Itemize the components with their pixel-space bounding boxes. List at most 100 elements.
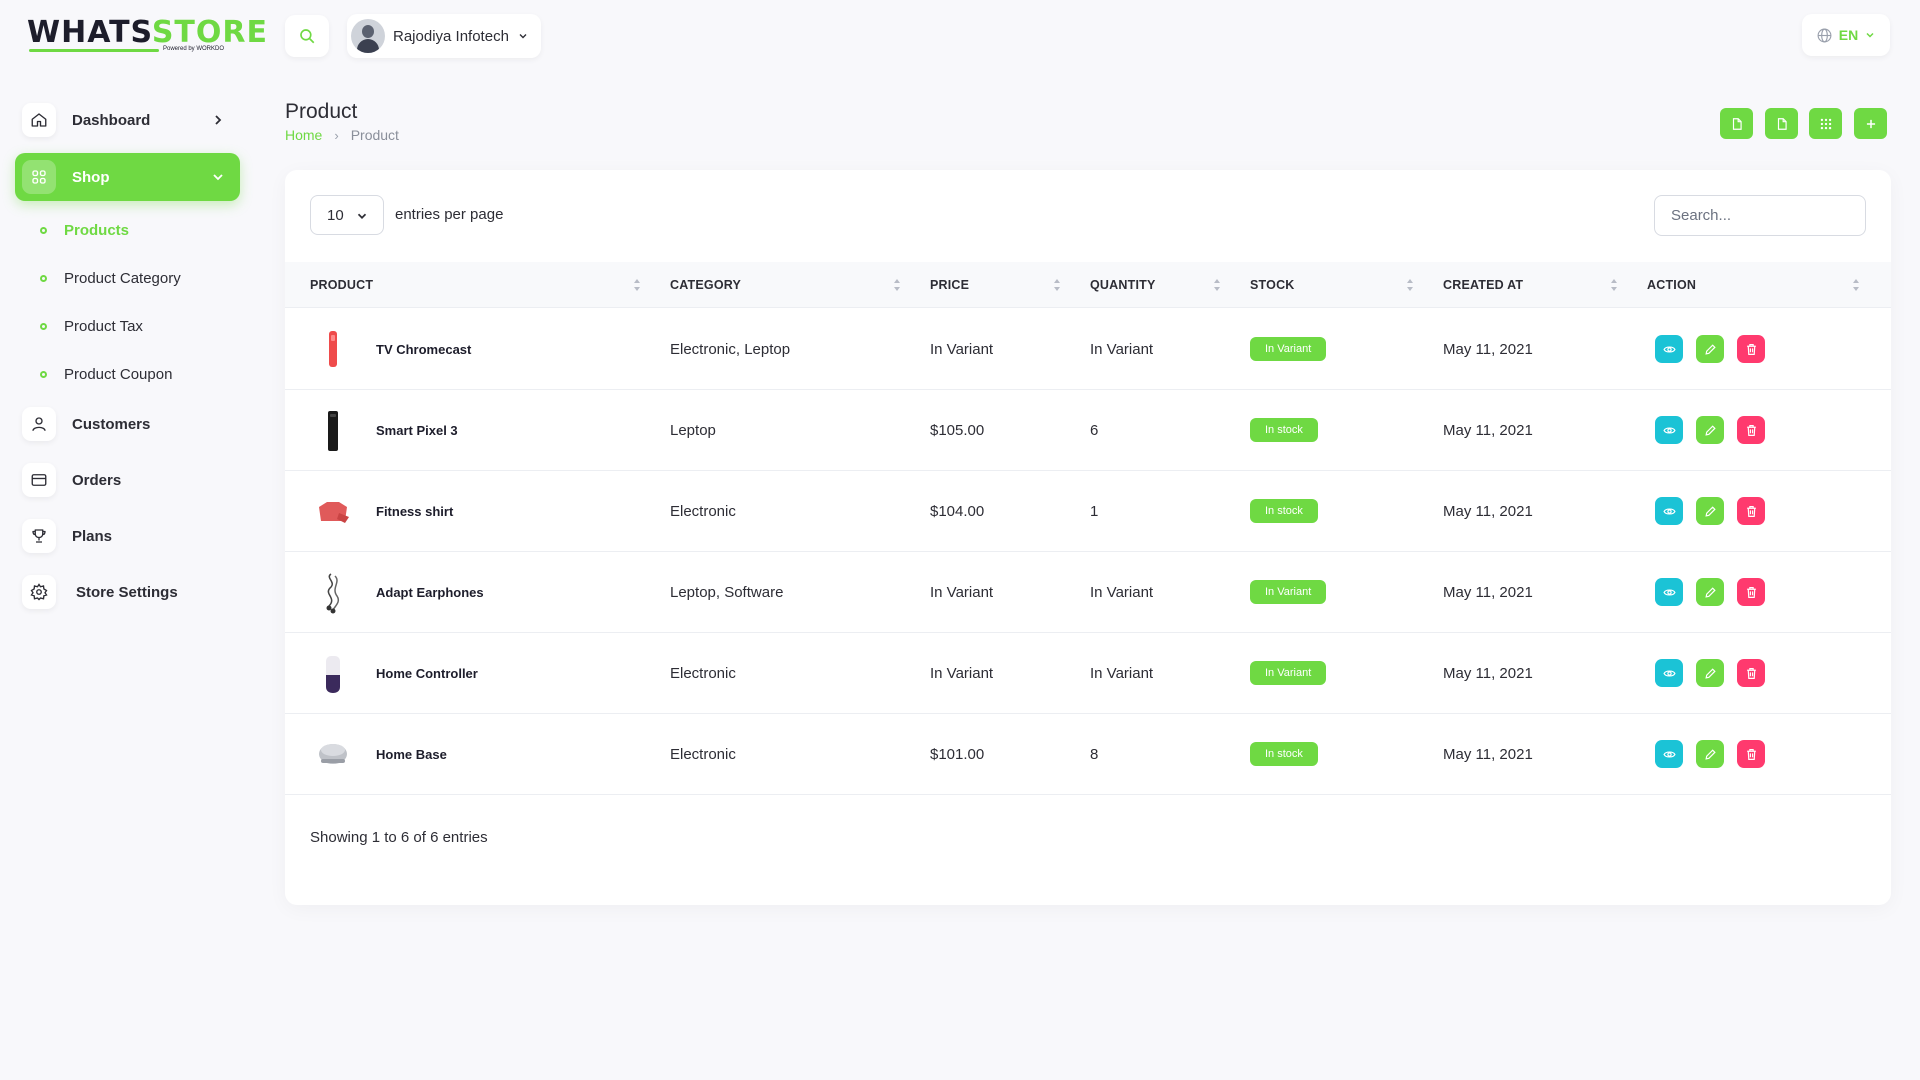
table-row: Home Controller Electronic In Variant In… (285, 633, 1891, 714)
sort-icon[interactable] (1406, 278, 1414, 292)
view-button[interactable] (1655, 497, 1683, 525)
entries-per-page-value: 10 (327, 206, 344, 224)
table-row: TV Chromecast Electronic, Leptop In Vari… (285, 309, 1891, 390)
sidebar-item-label: Orders (72, 471, 122, 489)
sort-icon[interactable] (1053, 278, 1061, 292)
entries-per-page-select[interactable]: 10 (310, 195, 384, 235)
column-header-stock[interactable]: STOCK (1250, 278, 1295, 292)
breadcrumb-home[interactable]: Home (285, 127, 323, 143)
trash-icon (1746, 586, 1756, 598)
brand-logo[interactable]: WHATSSTORE Powered by WORKDO (27, 15, 268, 55)
sort-icon[interactable] (1610, 278, 1618, 292)
add-product-button[interactable] (1854, 108, 1887, 139)
sidebar-item-orders[interactable]: Orders (15, 456, 240, 504)
table-header: PRODUCT CATEGORY PRICE QUANTITY STOCK CR… (285, 262, 1891, 308)
cell-product: Home Base (376, 746, 447, 762)
column-header-price[interactable]: PRICE (930, 278, 970, 292)
entries-per-page-label: entries per page (395, 206, 504, 223)
sidebar-item-store-settings[interactable]: Store Settings (15, 568, 240, 616)
delete-button[interactable] (1737, 578, 1765, 606)
bullet-icon (40, 322, 47, 330)
row-actions (1655, 552, 1778, 632)
sidebar-item-customers[interactable]: Customers (15, 400, 240, 448)
gear-icon (22, 575, 56, 609)
delete-button[interactable] (1737, 416, 1765, 444)
sidebar-item-shop[interactable]: Shop (15, 153, 240, 201)
grid-icon (22, 160, 56, 194)
home-icon (22, 103, 56, 137)
edit-button[interactable] (1696, 416, 1724, 444)
sidebar-subitem-label: Product Category (64, 269, 181, 287)
sidebar-item-plans[interactable]: Plans (15, 512, 240, 560)
language-code: EN (1838, 27, 1859, 43)
cell-created-at: May 11, 2021 (1443, 421, 1533, 439)
sort-icon[interactable] (1852, 278, 1860, 292)
page-title: Product (285, 100, 358, 123)
product-thumbnail (326, 656, 340, 693)
cell-category: Electronic (670, 664, 736, 682)
table-row: Home Base Electronic $101.00 8 In stock … (285, 714, 1891, 795)
language-selector[interactable]: EN (1802, 14, 1890, 56)
column-header-created-at[interactable]: CREATED AT (1443, 278, 1524, 292)
sidebar-subitem-label: Products (64, 221, 130, 239)
cell-product: Fitness shirt (376, 503, 454, 519)
product-thumbnail (328, 411, 338, 451)
sort-icon[interactable] (893, 278, 901, 292)
edit-button[interactable] (1696, 578, 1724, 606)
export-button[interactable] (1720, 108, 1753, 139)
edit-button[interactable] (1696, 659, 1724, 687)
table-search-input[interactable] (1654, 195, 1866, 236)
user-menu[interactable]: Rajodiya Infotech (347, 14, 541, 58)
delete-button[interactable] (1737, 659, 1765, 687)
sidebar-subitem-products[interactable]: Products (40, 219, 129, 241)
sidebar: WHATSSTORE Powered by WORKDO Dashboard S… (0, 0, 268, 1080)
globe-icon (1817, 28, 1832, 42)
sidebar-item-label: Shop (72, 168, 110, 186)
view-button[interactable] (1655, 578, 1683, 606)
grid-dots-icon (1820, 118, 1831, 129)
edit-button[interactable] (1696, 740, 1724, 768)
sort-icon[interactable] (633, 278, 641, 292)
cell-price: In Variant (930, 583, 994, 601)
cell-category: Leptop (670, 421, 716, 439)
edit-button[interactable] (1696, 335, 1724, 363)
cell-quantity: In Variant (1090, 664, 1154, 682)
product-thumbnail (326, 573, 340, 614)
sort-icon[interactable] (1213, 278, 1221, 292)
row-actions (1655, 309, 1778, 389)
trophy-icon (22, 519, 56, 553)
search-icon (300, 29, 315, 44)
delete-button[interactable] (1737, 335, 1765, 363)
sidebar-subitem-product-category[interactable]: Product Category (40, 267, 181, 289)
brand-underline (29, 49, 159, 52)
brand-wordmark: WHATSSTORE (27, 15, 268, 50)
status-badge: In Variant (1250, 661, 1327, 685)
column-header-product[interactable]: PRODUCT (310, 278, 374, 292)
sidebar-subitem-product-tax[interactable]: Product Tax (40, 315, 143, 337)
cell-category: Electronic (670, 745, 736, 763)
cell-price: $101.00 (930, 745, 985, 763)
view-button[interactable] (1655, 335, 1683, 363)
column-header-category[interactable]: CATEGORY (670, 278, 742, 292)
cell-quantity: 8 (1090, 745, 1099, 763)
sidebar-item-dashboard[interactable]: Dashboard (15, 96, 240, 144)
sidebar-subitem-label: Product Tax (64, 317, 143, 335)
trash-icon (1746, 505, 1756, 517)
status-badge: In stock (1250, 418, 1318, 442)
column-header-quantity[interactable]: QUANTITY (1090, 278, 1156, 292)
header-search-button[interactable] (285, 15, 329, 57)
view-button[interactable] (1655, 740, 1683, 768)
trash-icon (1746, 343, 1756, 355)
import-button[interactable] (1765, 108, 1798, 139)
column-header-action: ACTION (1647, 278, 1697, 292)
card-icon (22, 463, 56, 497)
eye-icon (1662, 669, 1676, 677)
view-button[interactable] (1655, 416, 1683, 444)
sidebar-subitem-product-coupon[interactable]: Product Coupon (40, 363, 172, 385)
edit-button[interactable] (1696, 497, 1724, 525)
delete-button[interactable] (1737, 740, 1765, 768)
view-button[interactable] (1655, 659, 1683, 687)
sidebar-item-label: Dashboard (72, 111, 151, 129)
grid-view-button[interactable] (1809, 108, 1842, 139)
delete-button[interactable] (1737, 497, 1765, 525)
